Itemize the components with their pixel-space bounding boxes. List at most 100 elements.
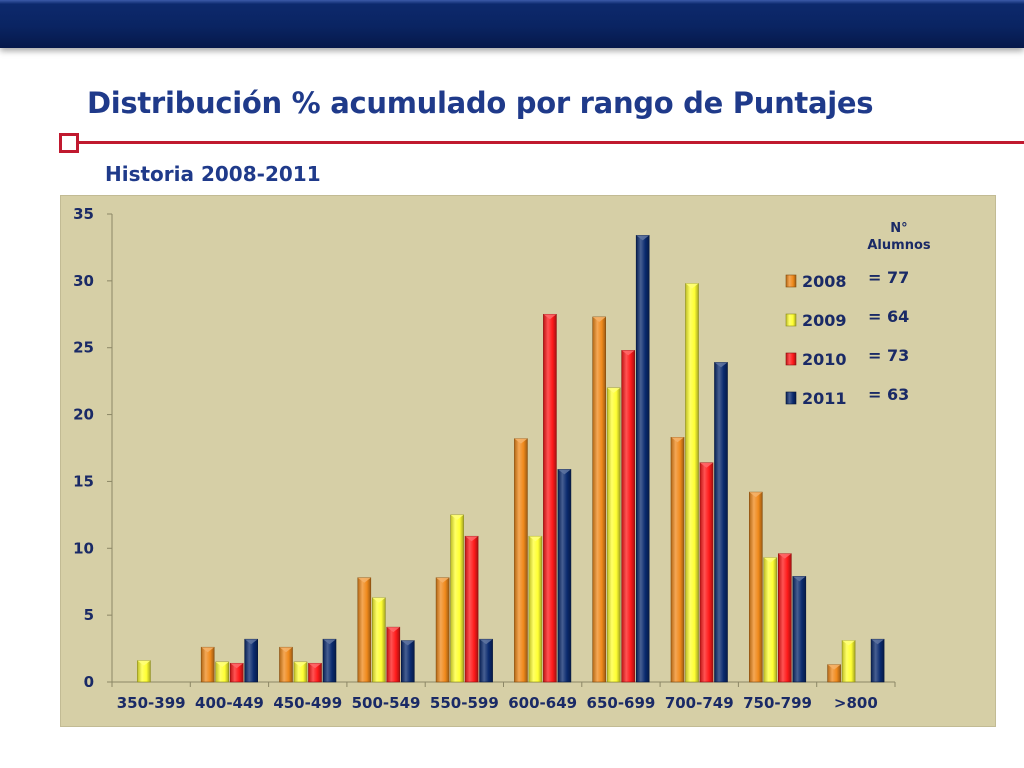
bar-2009-650-699 (606, 387, 621, 683)
bar-2011-600-649 (557, 469, 572, 683)
slide-title: Distribución % acumulado por rango de Pu… (87, 86, 874, 120)
bar-2011-700-749 (714, 362, 728, 683)
bar-cap (557, 469, 571, 475)
header-bar (0, 0, 1024, 48)
bar-2009-600-649 (528, 535, 543, 683)
legend-swatch-2008 (785, 274, 797, 288)
bar-cap (279, 647, 293, 653)
x-tick-label: 700-749 (665, 694, 734, 712)
y-tick-label: 35 (73, 205, 94, 223)
bar-2008-450-499 (279, 646, 293, 683)
bar-2011-550-599 (479, 638, 493, 683)
bar-2009-550-599 (450, 514, 464, 683)
bar-cap (700, 462, 713, 468)
bar-2008-550-599 (435, 577, 450, 683)
x-tick-label: 750-799 (743, 694, 812, 712)
bar-chart: 0 5 10 15 20 25 30 35 350-399 400-449 450-499 500-5… (73, 205, 931, 712)
y-tick-label: 30 (73, 272, 94, 290)
legend-header: Alumnos (867, 238, 931, 253)
bar-2011-500-549 (400, 640, 415, 683)
bar-2009->800 (841, 640, 856, 683)
bar-2010-550-599 (464, 535, 479, 683)
bar-2011-750-799 (792, 576, 807, 683)
legend-label-2010: 2010 (802, 350, 847, 369)
bar-2009-500-549 (371, 597, 386, 683)
bar-cap (230, 663, 244, 669)
bar-cap (543, 314, 557, 320)
bar-cap (714, 362, 728, 368)
x-tick-label: 350-399 (117, 694, 186, 712)
bar-cap (465, 536, 479, 542)
bar-cap (479, 639, 493, 645)
bar-2010-650-699 (621, 350, 636, 683)
y-tick-label: 15 (73, 472, 94, 490)
bar-2008-600-649 (514, 438, 528, 683)
bar-cap (244, 639, 258, 645)
y-tick-label: 25 (73, 339, 94, 357)
bar-cap (401, 640, 415, 646)
bar-cap (763, 557, 777, 563)
x-tick-label: 400-449 (195, 694, 264, 712)
bar-2010-750-799 (777, 553, 792, 683)
legend-swatch-2009 (785, 313, 797, 327)
bar-2010-700-749 (699, 462, 714, 683)
legend-label-2009: 2009 (802, 311, 847, 330)
x-tick-label: 550-599 (430, 694, 499, 712)
bar-cap (450, 514, 464, 520)
bar-cap (671, 437, 684, 443)
title-underline (76, 141, 1024, 144)
legend-swatch-2011 (785, 391, 797, 405)
chart-panel: 0 5 10 15 20 25 30 35 350-399 400-449 450-499 500-5… (60, 195, 996, 727)
bar-cap (514, 438, 528, 444)
bar-cap (792, 576, 806, 582)
bar-2011-650-699 (635, 235, 650, 683)
x-tick-label: 650-699 (587, 694, 656, 712)
bar-cap (294, 661, 307, 667)
legend-label-2011: 2011 (802, 389, 847, 408)
bar-2008-700-749 (670, 437, 685, 683)
bar-cap (842, 640, 856, 646)
bar-cap (827, 664, 841, 670)
bar-2008-650-699 (592, 316, 607, 683)
y-tick-label: 5 (84, 606, 94, 624)
bar-2011-450-499 (322, 638, 337, 683)
legend-students-2011: = 63 (868, 385, 909, 404)
bar-cap (357, 577, 371, 583)
bar-cap (749, 492, 763, 498)
bar-cap (215, 661, 229, 667)
bar-cap (372, 597, 386, 603)
bar-2011->800 (870, 638, 885, 683)
bar-cap (323, 639, 336, 645)
bar-cap (621, 350, 635, 356)
legend-label-2008: 2008 (802, 272, 847, 291)
y-tick-label: 10 (73, 539, 94, 557)
bar-cap (201, 647, 215, 653)
bar-cap (685, 283, 699, 289)
x-tick-label: 500-549 (352, 694, 421, 712)
bar-cap (386, 627, 400, 633)
bar-2008-500-549 (357, 577, 372, 683)
header-bar-highlight (0, 0, 1024, 4)
bar-cap (436, 577, 450, 583)
x-tick-label: 600-649 (508, 694, 577, 712)
bar-2009-700-749 (685, 283, 699, 683)
bar-2010-600-649 (543, 313, 557, 683)
bar-2008-750-799 (748, 491, 763, 683)
bar-2009-750-799 (763, 557, 778, 683)
y-tick-label: 0 (84, 673, 94, 691)
legend-header: N° (890, 221, 907, 236)
bar-cap (871, 639, 885, 645)
y-tick-label: 20 (73, 406, 94, 424)
bar-cap (592, 316, 606, 322)
legend-students-2010: = 73 (868, 346, 909, 365)
bar-cap (308, 663, 322, 669)
legend-students-2009: = 64 (868, 307, 909, 326)
bar-cap (528, 536, 542, 542)
x-tick-label: >800 (834, 694, 878, 712)
bar-cap (137, 660, 151, 666)
legend-swatch-2010 (785, 352, 797, 366)
slide-subtitle: Historia 2008-2011 (105, 162, 321, 186)
bar-cap (778, 553, 792, 559)
bar-2011-400-449 (244, 638, 258, 683)
bar-cap (636, 235, 650, 241)
